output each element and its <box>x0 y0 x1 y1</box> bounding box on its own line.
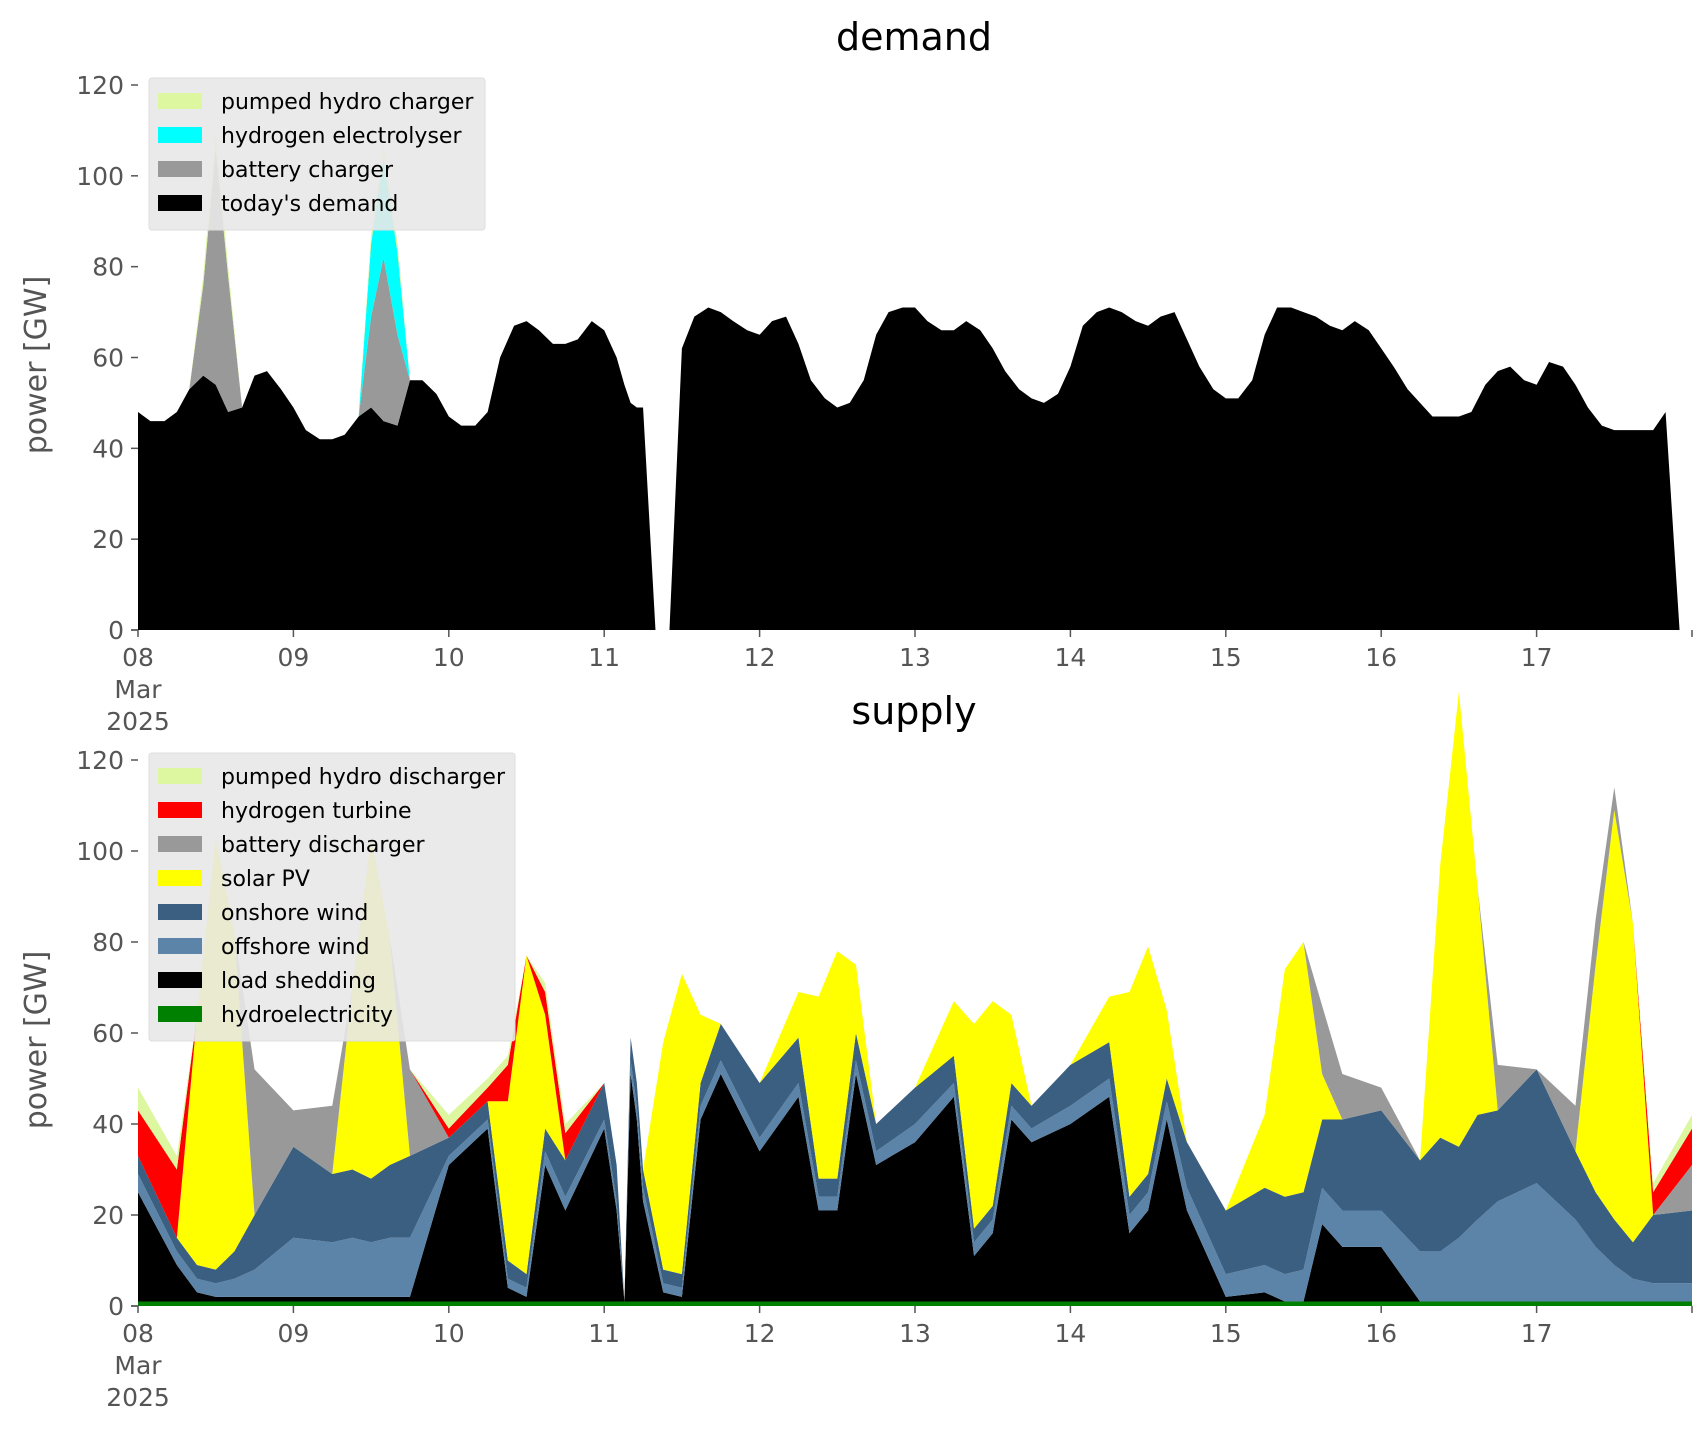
demand-legend-label-hydrogen-electrolyser: hydrogen electrolyser <box>221 124 462 149</box>
demand-x-tick-label: 16 <box>1365 643 1397 672</box>
supply-legend-label-offshore-wind: offshore wind <box>221 935 370 960</box>
demand-legend-box <box>148 77 486 231</box>
supply-legend-label-battery-discharger: battery discharger <box>221 833 426 858</box>
supply-area-offshore-wind <box>138 1060 1692 1302</box>
supply-legend-label-onshore-wind: onshore wind <box>221 901 368 926</box>
demand-y-axis-label: power [GW] <box>19 276 54 455</box>
supply-legend-label-hydroelectricity: hydroelectricity <box>221 1003 393 1028</box>
demand-x-tick-label: Mar <box>114 675 162 704</box>
supply-y-tick-label: 120 <box>76 746 124 775</box>
supply-x-tick-label: 17 <box>1521 1319 1553 1348</box>
supply-y-tick-label: 0 <box>108 1292 124 1321</box>
supply-area-solar-pv <box>138 691 1692 1302</box>
supply-legend-swatch-onshore-wind <box>158 904 202 920</box>
supply-x-tick-label: 08 <box>122 1319 154 1348</box>
demand-legend: pumped hydro charger hydrogen electrolyse… <box>148 77 486 231</box>
demand-legend-swatch-pumped-hydro-charger <box>158 93 202 109</box>
demand-x-tick-label: 14 <box>1054 643 1086 672</box>
supply-x-tick-label: 15 <box>1210 1319 1242 1348</box>
demand-x-tick-label: 08 <box>122 643 154 672</box>
supply-legend-swatch-hydrogen-turbine <box>158 802 202 818</box>
supply-legend-label-pumped-hydro-discharger: pumped hydro discharger <box>221 765 506 790</box>
demand-y-tick-label: 20 <box>92 525 124 554</box>
demand-y-tick-label: 100 <box>76 162 124 191</box>
supply-legend-swatch-battery-discharger <box>158 836 202 852</box>
supply-chart: supply power [GW] 0 20 40 60 80 100 120 08 Mar 20… <box>19 689 1693 1412</box>
demand-legend-label-battery-charger: battery charger <box>221 158 394 183</box>
supply-legend-swatch-solar-pv <box>158 870 202 886</box>
demand-y-tick-label: 120 <box>76 71 124 100</box>
demand-x-tick-label: 10 <box>433 643 465 672</box>
demand-x-tick-label: 12 <box>744 643 776 672</box>
supply-y-tick-label: 20 <box>92 1201 124 1230</box>
supply-y-axis-label: power [GW] <box>19 951 54 1130</box>
demand-axes: 0 20 40 60 80 100 120 08 Mar 2025 09 10 11 12 13 14 15 16… <box>76 71 1693 736</box>
supply-x-tick-label: 09 <box>277 1319 309 1348</box>
supply-x-tick-label: 11 <box>588 1319 620 1348</box>
supply-legend-label-load-shedding: load shedding <box>221 969 376 994</box>
supply-legend-box <box>148 752 516 1042</box>
supply-x-tick-label: 12 <box>744 1319 776 1348</box>
demand-x-tick-label: 15 <box>1210 643 1242 672</box>
supply-y-tick-label: 60 <box>92 1019 124 1048</box>
demand-x-tick-label: 13 <box>899 643 931 672</box>
demand-x-tick-label: 09 <box>277 643 309 672</box>
demand-legend-swatch-hydrogen-electrolyser <box>158 127 202 143</box>
supply-legend-swatch-load-shedding <box>158 972 202 988</box>
demand-y-tick-label: 80 <box>92 253 124 282</box>
supply-area-hydroelectricity <box>138 1301 1692 1306</box>
supply-legend: pumped hydro discharger hydrogen turbine b… <box>148 752 516 1042</box>
demand-x-tick-label: 2025 <box>106 707 170 736</box>
demand-y-tick-label: 60 <box>92 344 124 373</box>
supply-area-load-shedding <box>138 1073 1692 1302</box>
supply-x-tick-label: 10 <box>433 1319 465 1348</box>
supply-legend-swatch-hydroelectricity <box>158 1006 202 1022</box>
supply-y-tick-label: 80 <box>92 928 124 957</box>
supply-x-tick-label: 2025 <box>106 1383 170 1412</box>
supply-axes: 0 20 40 60 80 100 120 08 Mar 2025 09 10 11 12 13 14 15 16… <box>76 746 1693 1412</box>
demand-legend-swatch-battery-charger <box>158 161 202 177</box>
supply-legend-label-solar-pv: solar PV <box>221 867 310 892</box>
demand-title: demand <box>836 15 992 59</box>
demand-legend-label-pumped-hydro-charger: pumped hydro charger <box>221 90 474 115</box>
supply-legend-swatch-offshore-wind <box>158 938 202 954</box>
supply-area-onshore-wind <box>138 1023 1692 1302</box>
supply-y-tick-label: 100 <box>76 837 124 866</box>
supply-x-tick-label: 14 <box>1054 1319 1086 1348</box>
supply-legend-swatch-pumped-hydro-discharger <box>158 768 202 784</box>
supply-title: supply <box>851 689 976 733</box>
demand-legend-swatch-today-s-demand <box>158 195 202 211</box>
supply-y-tick-label: 40 <box>92 1110 124 1139</box>
demand-x-tick-label: 17 <box>1521 643 1553 672</box>
supply-x-tick-label: Mar <box>114 1351 162 1380</box>
demand-areas <box>138 130 1692 631</box>
supply-x-tick-label: 16 <box>1365 1319 1397 1348</box>
supply-areas <box>138 691 1692 1306</box>
demand-y-tick-label: 40 <box>92 434 124 463</box>
demand-legend-label-today-s-demand: today's demand <box>221 192 398 217</box>
demand-area-today-s-demand <box>138 307 1692 630</box>
supply-legend-label-hydrogen-turbine: hydrogen turbine <box>221 799 412 824</box>
demand-x-tick-label: 11 <box>588 643 620 672</box>
demand-y-tick-label: 0 <box>108 616 124 645</box>
supply-x-tick-label: 13 <box>899 1319 931 1348</box>
demand-chart: demand power [GW] 0 20 40 60 80 100 120 08 Mar 20… <box>19 15 1693 736</box>
